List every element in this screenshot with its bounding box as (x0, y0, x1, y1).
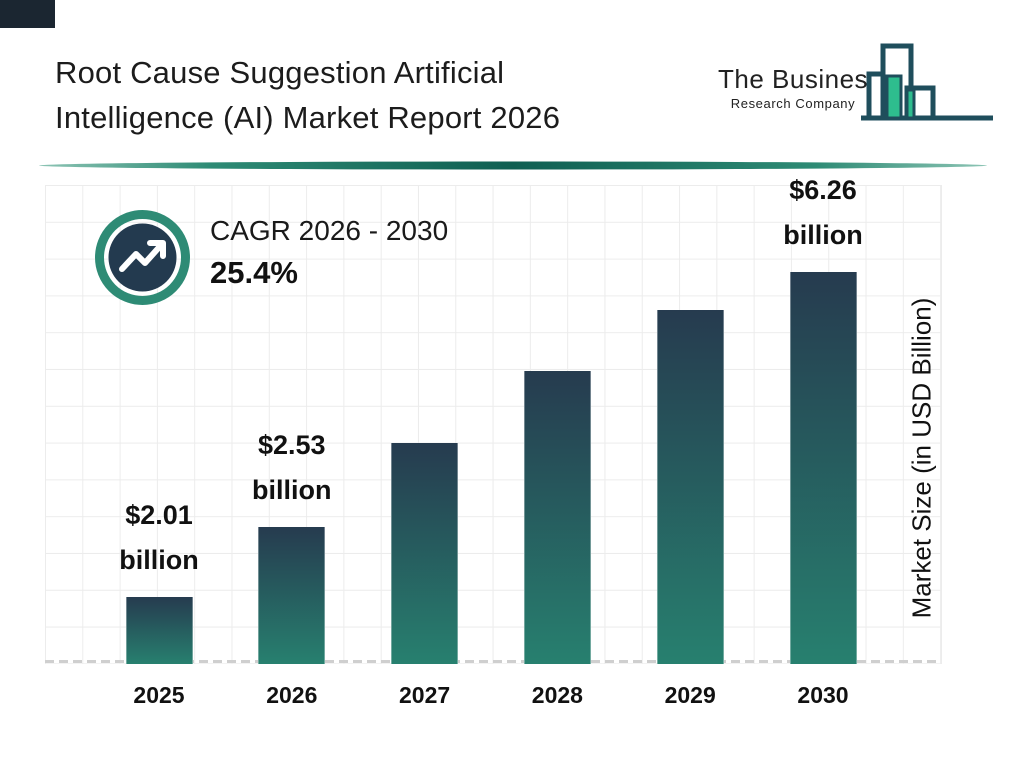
chart-bar-2026 (258, 527, 326, 664)
bar-value-label-2026: $2.53 billion (252, 430, 332, 505)
bar-value-label-2030: $6.26 billion (783, 175, 863, 250)
logo-name: The Business (718, 64, 882, 94)
chart-baseline (45, 660, 941, 663)
chart-bar-2025 (125, 597, 193, 664)
cagr-value: 25.4% (210, 255, 298, 290)
chart-bar-2029 (656, 310, 724, 664)
cagr-label: CAGR 2026 - 2030 (210, 215, 449, 246)
logo-subname: Research Company (730, 96, 856, 111)
title-separator (39, 161, 987, 170)
x-axis-label-2030: 2030 (797, 682, 849, 708)
chart-bar-2030 (789, 272, 857, 664)
x-axis-label-2029: 2029 (664, 682, 716, 708)
cagr-block: CAGR 2026 - 2030 25.4% (210, 215, 448, 291)
trending-up-icon (94, 209, 191, 311)
corner-accent (0, 0, 55, 28)
chart-bar-2028 (523, 371, 591, 664)
page-title: Root Cause Suggestion Artificial Intelli… (55, 55, 561, 135)
x-axis-label-2026: 2026 (266, 682, 318, 708)
x-axis-label-2025: 2025 (133, 682, 185, 708)
y-axis-label: Market Size (in USD Billion) (906, 297, 937, 619)
x-axis-label-2028: 2028 (531, 682, 583, 708)
logo-text: The Business Research Company (718, 64, 882, 111)
bar-chart-logo-icon (857, 38, 997, 129)
company-logo: The Business Research Company (712, 38, 997, 136)
bar-value-label-2025: $2.01 billion (119, 500, 199, 575)
chart-bar-2027 (391, 443, 459, 664)
x-axis-label-2027: 2027 (399, 682, 451, 708)
